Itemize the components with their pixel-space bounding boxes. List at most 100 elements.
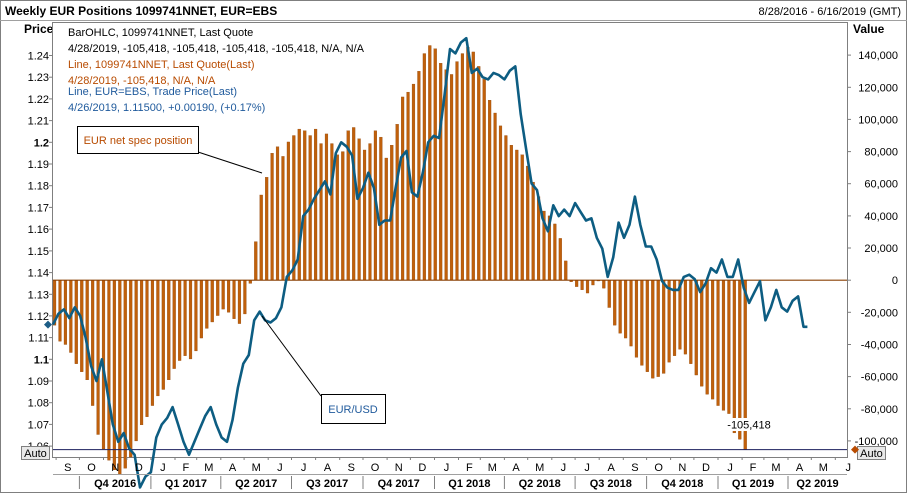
position-bar	[585, 280, 590, 294]
position-bar	[629, 280, 633, 347]
position-bar	[352, 127, 356, 281]
left-tick-label: 1.24	[28, 51, 49, 63]
position-bar	[129, 280, 133, 458]
left-auto-button[interactable]	[21, 446, 50, 460]
position-bar	[716, 280, 720, 406]
left-tick-label: 1.15	[28, 246, 49, 258]
position-bar	[85, 280, 89, 381]
position-bar	[624, 280, 628, 339]
month-label: M	[204, 462, 213, 474]
left-last-marker	[44, 320, 52, 329]
position-bar	[727, 280, 731, 414]
quarter-label: Q1 2018	[448, 478, 490, 490]
month-label: D	[135, 462, 143, 474]
month-label: J	[727, 462, 733, 474]
position-bar	[504, 135, 508, 281]
position-bar	[270, 153, 274, 281]
position-bar	[314, 128, 318, 281]
position-bar	[292, 135, 296, 281]
position-bar	[205, 280, 209, 329]
position-bar	[683, 280, 687, 355]
position-bar	[444, 69, 448, 281]
quarter-label: Q2 2019	[796, 478, 838, 490]
position-bar	[96, 280, 100, 435]
position-bar	[194, 280, 198, 352]
reference-label-bg	[720, 418, 778, 431]
position-bar	[227, 280, 231, 313]
position-bar	[118, 280, 122, 475]
eurusd-callout-box	[321, 394, 386, 424]
net-spec-leader	[197, 151, 263, 174]
month-label: J	[277, 462, 283, 474]
position-bar	[401, 96, 405, 281]
position-bar	[134, 280, 138, 442]
position-bar	[188, 280, 193, 360]
position-bar	[237, 280, 242, 324]
position-bar	[509, 145, 513, 281]
position-bar	[738, 280, 742, 440]
right-auto-button[interactable]	[857, 446, 886, 460]
position-bar	[667, 280, 671, 363]
month-label: A	[796, 462, 804, 474]
right-tick-label: 80,000	[864, 147, 898, 159]
left-tick-label: 1.13	[28, 289, 49, 301]
position-bar	[721, 280, 726, 411]
right-axis-title: Value	[853, 22, 885, 36]
month-label: O	[371, 462, 380, 474]
month-label: F	[183, 462, 190, 474]
position-bar	[324, 133, 329, 281]
month-label: S	[631, 462, 638, 474]
left-tick-label: 1.11	[28, 333, 49, 345]
right-tick-label: -40,000	[861, 340, 898, 352]
position-bar	[531, 181, 535, 281]
position-bar	[395, 124, 399, 281]
position-bar	[553, 223, 557, 281]
position-bar	[161, 280, 165, 390]
position-bar	[520, 154, 524, 281]
position-bar	[602, 280, 606, 289]
plot-area[interactable]	[52, 22, 848, 458]
position-bar	[471, 51, 475, 281]
month-label: F	[750, 462, 757, 474]
month-label: A	[608, 462, 616, 474]
left-auto-label: Auto	[24, 448, 47, 460]
position-bar	[564, 260, 568, 281]
position-bar	[591, 280, 595, 286]
net-spec-callout: EUR net spec position	[84, 135, 193, 147]
position-bar	[379, 136, 383, 281]
position-bar	[433, 48, 437, 281]
position-bar	[439, 63, 443, 281]
right-tick-label: 20,000	[864, 243, 898, 255]
month-label: D	[702, 462, 710, 474]
right-tick-label: 0	[892, 275, 898, 287]
position-bar	[732, 280, 736, 434]
quarter-label: Q3 2018	[590, 478, 632, 490]
left-tick-label: 1.2	[34, 137, 49, 149]
left-tick-label: 1.12	[28, 311, 49, 323]
right-tick-label: -20,000	[861, 307, 898, 319]
position-bar	[651, 280, 655, 379]
position-bar	[243, 280, 247, 315]
position-bar	[618, 280, 622, 334]
position-bar	[145, 280, 149, 417]
quarter-label: Q1 2019	[732, 478, 774, 490]
left-tick-label: 1.17	[28, 202, 49, 214]
month-label: A	[324, 462, 332, 474]
position-bar	[482, 79, 486, 281]
right-auto-label: Auto	[860, 448, 883, 460]
position-bar	[575, 280, 579, 287]
position-bar	[150, 280, 155, 406]
month-label: J	[584, 462, 590, 474]
position-bar	[656, 280, 660, 377]
position-bar	[199, 280, 203, 339]
month-label: O	[87, 462, 96, 474]
date-range: 8/28/2016 - 6/16/2019 (GMT)	[759, 6, 901, 18]
right-tick-label: 140,000	[858, 50, 898, 62]
right-tick-label: -80,000	[861, 404, 898, 416]
position-bar	[705, 280, 709, 395]
position-bar	[254, 241, 258, 281]
position-bar	[216, 280, 220, 316]
left-tick-label: 1.23	[28, 72, 49, 84]
